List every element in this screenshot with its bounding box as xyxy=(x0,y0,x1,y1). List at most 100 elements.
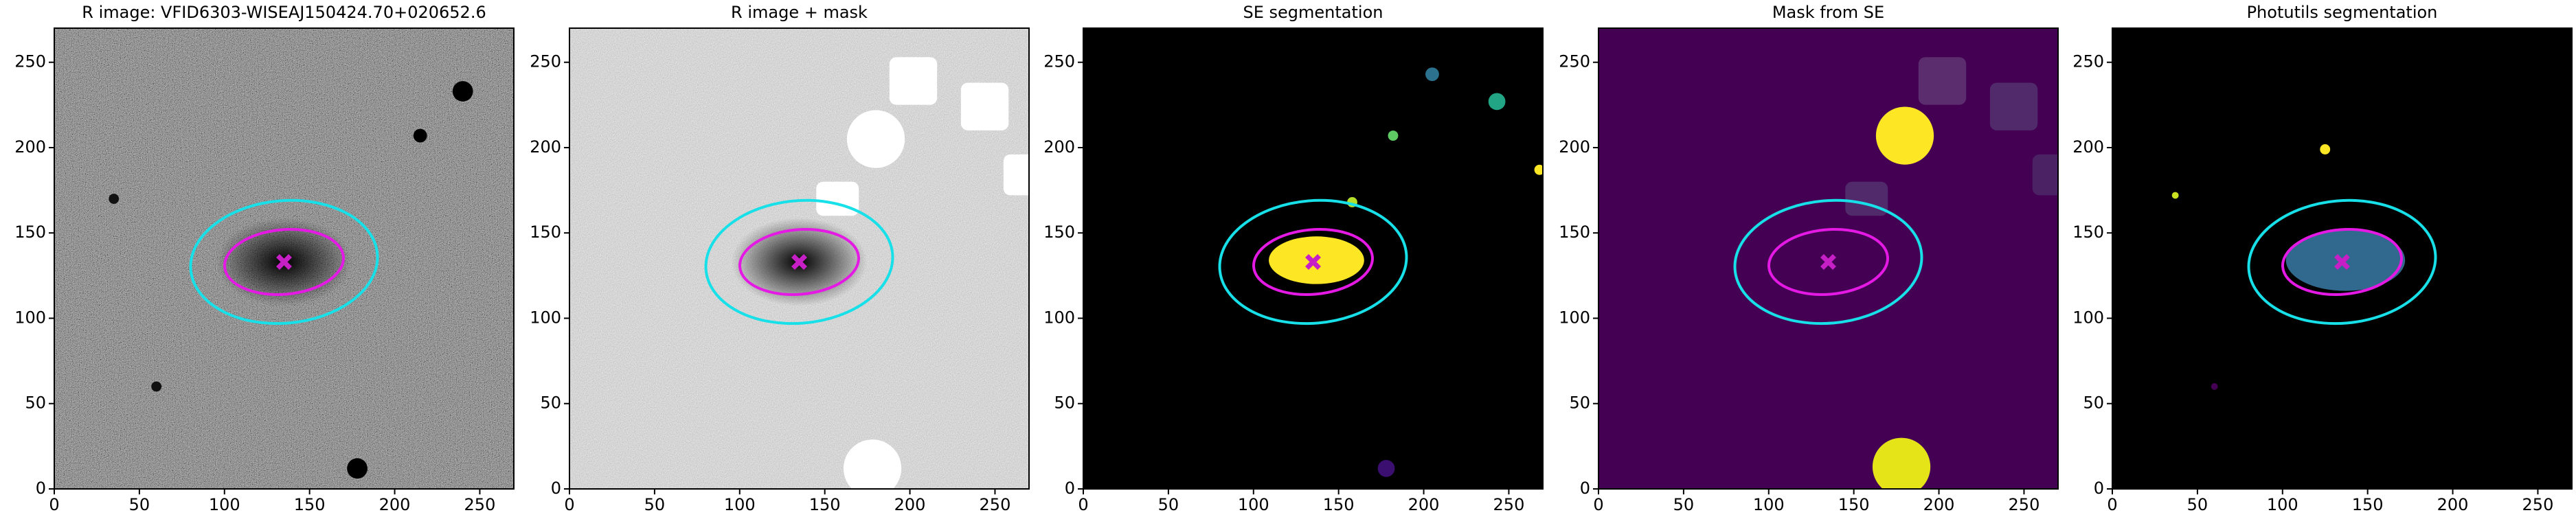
inner-ellipse xyxy=(738,227,860,296)
mask-region xyxy=(889,57,938,105)
y-tick-label: 150 xyxy=(1559,222,1590,242)
y-tick-label: 50 xyxy=(1569,393,1590,413)
mask-region xyxy=(1003,154,1029,196)
x-tick-label: 100 xyxy=(209,495,240,514)
mask-region xyxy=(960,82,1009,130)
x-tick-label: 0 xyxy=(564,495,574,514)
x-tick-label: 150 xyxy=(294,495,326,514)
source xyxy=(528,106,552,130)
center-marker xyxy=(791,253,807,270)
inner-ellipse xyxy=(223,227,345,296)
source xyxy=(1872,437,1931,489)
image-background xyxy=(1598,28,2058,489)
panel-title: Photutils segmentation xyxy=(2247,3,2438,22)
source xyxy=(2211,382,2218,390)
inner-ellipse xyxy=(2281,227,2403,296)
panel-title: R image: VFID6303-WISEAJ150424.70+020652… xyxy=(82,3,486,22)
source xyxy=(1488,93,1506,111)
y-tick-label: 250 xyxy=(530,52,561,71)
panel-title: Mask from SE xyxy=(1772,3,1884,22)
image-panel xyxy=(54,28,552,489)
x-tick-label: 250 xyxy=(464,495,496,514)
image-panel xyxy=(1598,28,2058,489)
y-tick-label: 150 xyxy=(2072,222,2104,242)
y-tick-label: 200 xyxy=(1559,137,1590,157)
x-tick-label: 0 xyxy=(1593,495,1603,514)
x-tick-label: 50 xyxy=(2187,495,2208,514)
mask-region xyxy=(1845,181,1888,216)
y-tick-label: 0 xyxy=(2094,479,2104,498)
x-tick-label: 200 xyxy=(1923,495,1955,514)
axes-frame xyxy=(1598,27,2059,490)
inner-ellipse xyxy=(1252,227,1374,296)
y-tick-label: 100 xyxy=(1043,308,1075,327)
axes-frame xyxy=(2112,27,2573,490)
mask-region xyxy=(1918,57,1967,105)
source xyxy=(2171,192,2179,199)
x-tick-label: 150 xyxy=(809,495,841,514)
x-tick-label: 100 xyxy=(1238,495,1269,514)
outer-ellipse xyxy=(1733,198,1923,325)
x-tick-label: 100 xyxy=(2267,495,2298,514)
y-tick-label: 50 xyxy=(2083,393,2104,413)
x-tick-label: 250 xyxy=(2522,495,2554,514)
center-marker xyxy=(1820,253,1836,270)
x-tick-label: 0 xyxy=(49,495,59,514)
y-tick-label: 100 xyxy=(14,308,46,327)
source xyxy=(1534,164,1543,175)
y-tick-label: 250 xyxy=(14,52,46,71)
center-marker xyxy=(2334,253,2350,270)
outer-ellipse xyxy=(704,198,894,325)
x-tick-label: 250 xyxy=(1493,495,1525,514)
x-tick-label: 150 xyxy=(1323,495,1355,514)
source xyxy=(1377,459,1395,477)
source xyxy=(109,194,120,204)
y-tick-label: 0 xyxy=(551,479,561,498)
x-tick-label: 150 xyxy=(2352,495,2384,514)
inner-ellipse xyxy=(1767,227,1889,296)
x-tick-label: 100 xyxy=(724,495,756,514)
x-tick-label: 50 xyxy=(129,495,150,514)
y-tick-label: 200 xyxy=(530,137,561,157)
source xyxy=(1388,130,1399,141)
x-tick-label: 50 xyxy=(644,495,666,514)
x-tick-label: 200 xyxy=(894,495,926,514)
source xyxy=(1875,106,1934,165)
y-tick-label: 250 xyxy=(1559,52,1590,71)
y-tick-label: 250 xyxy=(2072,52,2104,71)
y-tick-label: 50 xyxy=(1054,393,1075,413)
center-marker xyxy=(1305,253,1321,270)
y-tick-label: 200 xyxy=(1043,137,1075,157)
x-tick-label: 200 xyxy=(379,495,411,514)
y-tick-label: 200 xyxy=(14,137,46,157)
y-tick-label: 0 xyxy=(36,479,46,498)
y-tick-label: 100 xyxy=(2072,308,2104,327)
center-marker xyxy=(276,253,292,270)
x-tick-label: 0 xyxy=(1078,495,1088,514)
x-tick-label: 100 xyxy=(1753,495,1785,514)
source xyxy=(151,381,162,392)
y-tick-label: 150 xyxy=(1043,222,1075,242)
source xyxy=(846,110,905,168)
y-tick-label: 50 xyxy=(540,393,561,413)
y-tick-label: 50 xyxy=(25,393,46,413)
y-tick-label: 0 xyxy=(1580,479,1590,498)
mask-region xyxy=(816,181,859,216)
image-panel xyxy=(2112,28,2572,489)
source xyxy=(1425,67,1439,82)
x-tick-label: 250 xyxy=(980,495,1011,514)
x-tick-label: 50 xyxy=(1673,495,1695,514)
panel-title: R image + mask xyxy=(731,3,868,22)
outer-ellipse xyxy=(189,198,379,325)
outer-ellipse xyxy=(1218,198,1408,325)
x-tick-label: 50 xyxy=(1158,495,1179,514)
image-panel xyxy=(1083,28,1543,489)
y-tick-label: 100 xyxy=(1559,308,1590,327)
outer-ellipse xyxy=(2247,198,2437,325)
y-tick-label: 200 xyxy=(2072,137,2104,157)
y-tick-label: 150 xyxy=(530,222,561,242)
panel-title: SE segmentation xyxy=(1243,3,1383,22)
mask-region xyxy=(2032,154,2058,196)
source xyxy=(452,81,473,102)
